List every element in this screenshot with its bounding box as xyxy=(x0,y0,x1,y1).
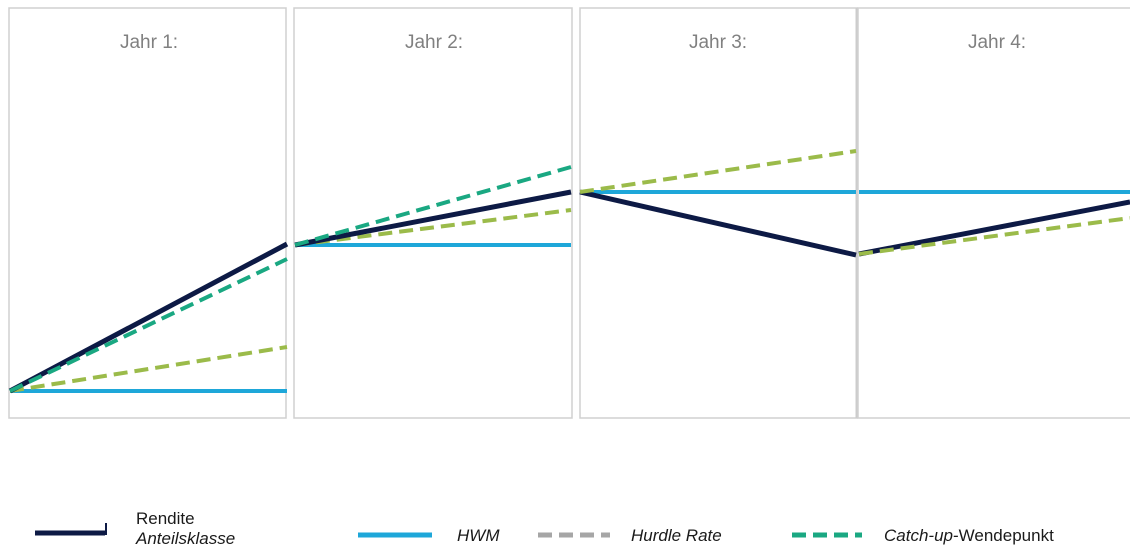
panel-label-year-3: Jahr 3: xyxy=(689,32,747,53)
hurdle-line-year-4 xyxy=(858,216,1130,256)
legend-item-catchup: Catch-up-Wendepunkt xyxy=(792,526,1054,545)
panel-label-year-1: Jahr 1: xyxy=(120,32,178,53)
legend-item-hwm: HWM xyxy=(358,526,500,545)
panel-label-year-2: Jahr 2: xyxy=(405,32,463,53)
legend-label-hwm: HWM xyxy=(457,526,500,545)
legend: Rendite Anteilsklasse HWM Hurdle Rate Ca… xyxy=(35,509,1054,548)
legend-swatch-tip xyxy=(105,523,107,535)
panel-year-4 xyxy=(857,7,1130,419)
hurdle-line-year-1 xyxy=(9,345,288,393)
catchup-line-year-2 xyxy=(294,165,572,247)
rendite-line-year-4 xyxy=(858,199,1130,257)
hurdle-line-year-2 xyxy=(294,208,572,247)
legend-label-hurdle: Hurdle Rate xyxy=(631,526,722,545)
legend-item-hurdle-rate: Hurdle Rate xyxy=(538,526,722,545)
rendite-line-year-1 xyxy=(8,241,289,394)
legend-label-catchup-suffix: -Wendepunkt xyxy=(953,526,1054,545)
legend-label-catchup-prefix: Catch-up xyxy=(884,526,953,545)
rendite-line-year-3 xyxy=(579,189,857,258)
panel-year-2 xyxy=(293,7,573,419)
rendite-line-year-2 xyxy=(294,189,572,248)
catchup-line-year-1 xyxy=(9,257,288,393)
legend-label-rendite-line1: Rendite xyxy=(136,509,195,528)
panel-label-year-4: Jahr 4: xyxy=(968,32,1026,53)
panel-year-3 xyxy=(579,7,858,419)
legend-label-catchup: Catch-up-Wendepunkt xyxy=(884,526,1054,545)
hurdle-line-year-3 xyxy=(579,149,857,194)
panel-year-1 xyxy=(8,7,287,419)
legend-item-rendite: Rendite Anteilsklasse xyxy=(35,509,235,548)
legend-label-rendite-line2: Anteilsklasse xyxy=(135,529,235,548)
